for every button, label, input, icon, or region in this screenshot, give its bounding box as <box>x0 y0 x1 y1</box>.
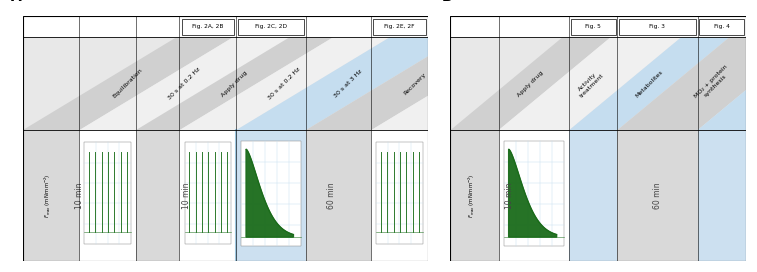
Text: Fig. 5: Fig. 5 <box>585 24 601 29</box>
Polygon shape <box>23 37 233 130</box>
Polygon shape <box>236 37 459 130</box>
Bar <box>569 130 617 261</box>
Text: 30 s at 0.2 Hz: 30 s at 0.2 Hz <box>459 67 494 101</box>
Bar <box>504 141 564 246</box>
Polygon shape <box>371 37 581 130</box>
Polygon shape <box>509 149 556 237</box>
Text: Activity
treatment: Activity treatment <box>575 69 605 99</box>
Bar <box>376 142 422 244</box>
Text: Apply drug: Apply drug <box>221 70 248 98</box>
Polygon shape <box>450 37 611 130</box>
Text: 60 min: 60 min <box>653 182 662 209</box>
Bar <box>241 141 301 246</box>
Text: MȮ₂ + protein
synthesis: MȮ₂ + protein synthesis <box>694 64 733 103</box>
Bar <box>79 130 136 261</box>
Polygon shape <box>136 37 333 130</box>
Text: Fig. 3: Fig. 3 <box>650 24 665 29</box>
Text: $F_{max}$ (mN mm$^{-2}$): $F_{max}$ (mN mm$^{-2}$) <box>43 174 53 218</box>
Bar <box>136 130 179 261</box>
Polygon shape <box>179 37 390 130</box>
Polygon shape <box>499 37 681 130</box>
Bar <box>699 19 744 35</box>
Text: Equilibration: Equilibration <box>112 68 144 100</box>
Bar <box>697 130 746 261</box>
Text: Fig. 2C, 2D: Fig. 2C, 2D <box>255 24 287 29</box>
Polygon shape <box>306 37 525 130</box>
Text: 10 min: 10 min <box>505 183 514 209</box>
Text: 30 s at 0.2 Hz: 30 s at 0.2 Hz <box>167 67 201 101</box>
Bar <box>306 130 371 261</box>
Text: 30 s at 0.2 Hz: 30 s at 0.2 Hz <box>268 67 302 101</box>
Text: Apply drug: Apply drug <box>517 70 544 98</box>
Text: Fig. 2A, 2B: Fig. 2A, 2B <box>192 24 223 29</box>
Text: B: B <box>441 0 452 4</box>
Bar <box>238 19 304 35</box>
Bar <box>373 19 425 35</box>
Bar <box>23 16 428 37</box>
Text: Fig. 4: Fig. 4 <box>714 24 730 29</box>
Polygon shape <box>569 37 730 130</box>
Polygon shape <box>617 37 757 130</box>
Bar <box>499 130 569 261</box>
Bar <box>450 37 746 130</box>
Text: Fig. 2E, 2F: Fig. 2E, 2F <box>384 24 415 29</box>
Text: 10 min: 10 min <box>75 183 84 209</box>
Polygon shape <box>697 37 757 130</box>
Bar <box>571 19 615 35</box>
Bar <box>185 142 231 244</box>
Bar <box>236 130 306 261</box>
Bar <box>85 142 131 244</box>
Bar <box>182 19 234 35</box>
Text: A: A <box>11 0 21 4</box>
Text: Metabolites: Metabolites <box>634 69 664 98</box>
Bar <box>450 130 499 261</box>
Text: $F_{max}$ (mN mm$^{-2}$): $F_{max}$ (mN mm$^{-2}$) <box>467 174 477 218</box>
Bar <box>23 37 428 130</box>
Bar <box>450 16 746 37</box>
Bar <box>23 130 79 261</box>
Polygon shape <box>246 149 294 237</box>
Text: 60 min: 60 min <box>327 182 336 209</box>
Bar <box>179 130 236 261</box>
Text: 10 min: 10 min <box>182 183 191 209</box>
Bar <box>618 19 696 35</box>
Polygon shape <box>79 37 290 130</box>
Text: Recovery: Recovery <box>403 72 428 96</box>
Text: 30 s at 3 Hz: 30 s at 3 Hz <box>333 69 363 99</box>
Bar <box>371 130 428 261</box>
Bar <box>617 130 697 261</box>
